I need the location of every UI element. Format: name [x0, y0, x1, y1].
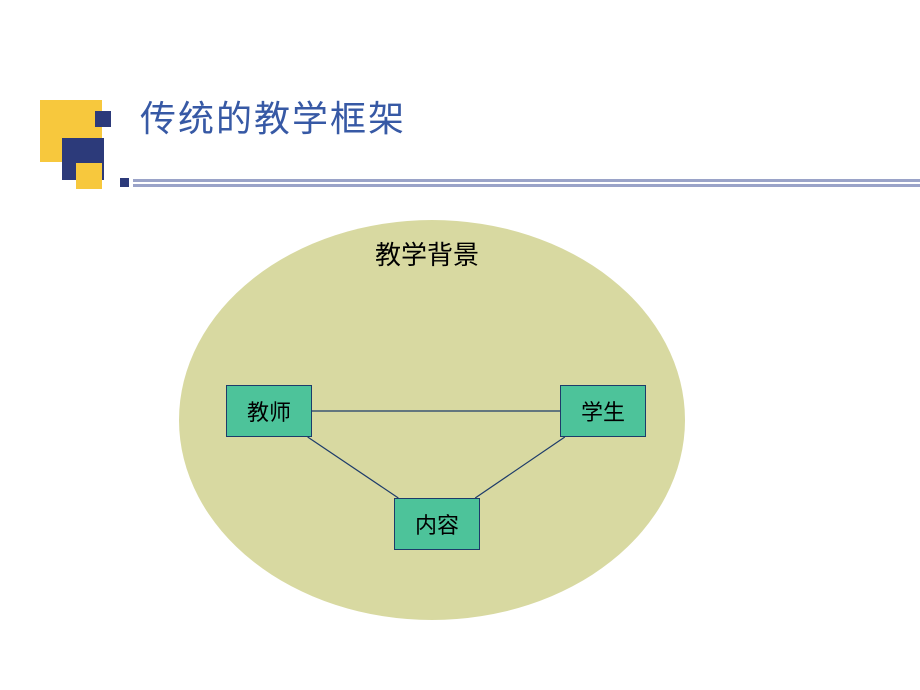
node-teacher: 教师 [226, 385, 312, 437]
edge [475, 437, 565, 498]
edge [308, 437, 399, 498]
node-teacher-label: 教师 [247, 395, 291, 427]
node-content-label: 内容 [415, 508, 459, 540]
node-student: 学生 [560, 385, 646, 437]
edges [0, 0, 920, 690]
node-student-label: 学生 [581, 395, 625, 427]
node-content: 内容 [394, 498, 480, 550]
